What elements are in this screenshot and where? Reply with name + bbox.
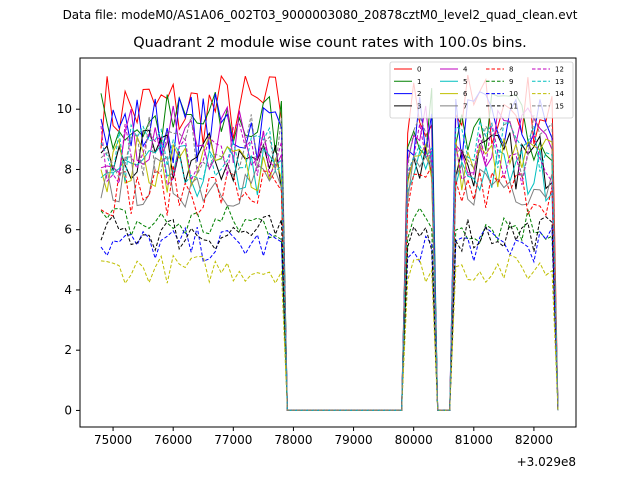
y-tick-label: 0 [64, 403, 72, 417]
legend-label-11: 11 [509, 102, 518, 110]
legend-label-6: 6 [463, 90, 468, 98]
legend-label-3: 3 [417, 102, 421, 110]
legend-label-0: 0 [417, 66, 421, 74]
series-line-1 [100, 88, 559, 411]
y-tick-label: 8 [64, 162, 72, 176]
y-tick-label: 10 [57, 102, 72, 116]
series-line-14 [100, 254, 559, 411]
legend-label-14: 14 [555, 90, 564, 98]
y-tick-label: 4 [64, 283, 72, 297]
chart-suptitle: Data file: modeM0/AS1A06_002T03_90000030… [62, 8, 578, 22]
plot-frame [79, 57, 577, 428]
x-tick-label: 79000 [334, 433, 372, 447]
x-offset-label: +3.029e8 [517, 455, 576, 469]
series-line-13 [100, 119, 559, 411]
y-axis: 0 2 4 6 8 10 [57, 102, 80, 417]
x-tick-label: 81000 [455, 433, 493, 447]
legend-label-7: 7 [463, 102, 467, 110]
x-tick-label: 75000 [94, 433, 132, 447]
legend-label-5: 5 [463, 78, 467, 86]
series-line-15 [100, 114, 559, 411]
x-tick-label: 82000 [515, 433, 553, 447]
series-group [100, 74, 559, 411]
x-tick-label: 76000 [154, 433, 192, 447]
chart-title: Quadrant 2 module wise count rates with … [133, 35, 527, 51]
x-tick-label: 80000 [395, 433, 433, 447]
series-line-12 [100, 122, 559, 411]
legend-label-10: 10 [509, 90, 518, 98]
legend-label-1: 1 [417, 78, 421, 86]
legend-label-15: 15 [555, 102, 564, 110]
legend-label-4: 4 [463, 66, 468, 74]
legend-label-13: 13 [555, 78, 564, 86]
series-line-8 [100, 164, 559, 411]
x-axis: 75000 76000 77000 78000 79000 80000 81000 82000… [94, 427, 576, 469]
legend-label-9: 9 [509, 78, 513, 86]
series-line-11 [100, 214, 559, 411]
y-tick-label: 2 [64, 343, 72, 357]
series-line-10 [100, 225, 559, 411]
legend-label-2: 2 [417, 90, 421, 98]
legend-box [389, 61, 574, 119]
series-line-9 [100, 204, 559, 411]
legend-label-12: 12 [555, 66, 564, 74]
legend-label-8: 8 [509, 66, 513, 74]
y-tick-label: 6 [64, 223, 72, 237]
x-tick-label: 77000 [214, 433, 252, 447]
x-tick-label: 78000 [274, 433, 312, 447]
